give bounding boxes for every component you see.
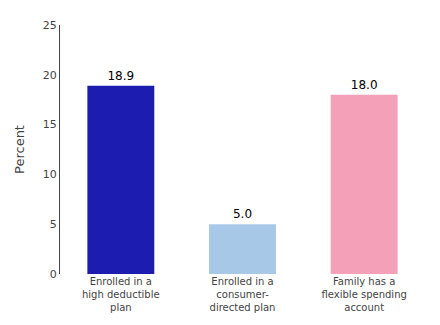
svg-text:Percent: Percent <box>12 125 27 174</box>
svg-text:20: 20 <box>43 69 57 82</box>
svg-text:25: 25 <box>43 19 57 32</box>
svg-text:Family has aflexible spendinga: Family has aflexible spendingaccount <box>322 276 407 313</box>
svg-text:Enrolled in ahigh deductiblepl: Enrolled in ahigh deductibleplan <box>82 276 160 313</box>
svg-text:5.0: 5.0 <box>233 207 252 221</box>
svg-text:18.0: 18.0 <box>351 78 378 92</box>
svg-text:15: 15 <box>43 118 57 131</box>
svg-text:5: 5 <box>50 218 57 231</box>
svg-text:0: 0 <box>50 268 57 281</box>
svg-text:10: 10 <box>43 168 57 181</box>
svg-text:Enrolled in aconsumer-directed: Enrolled in aconsumer-directed plan <box>210 276 276 313</box>
svg-text:18.9: 18.9 <box>107 69 134 83</box>
